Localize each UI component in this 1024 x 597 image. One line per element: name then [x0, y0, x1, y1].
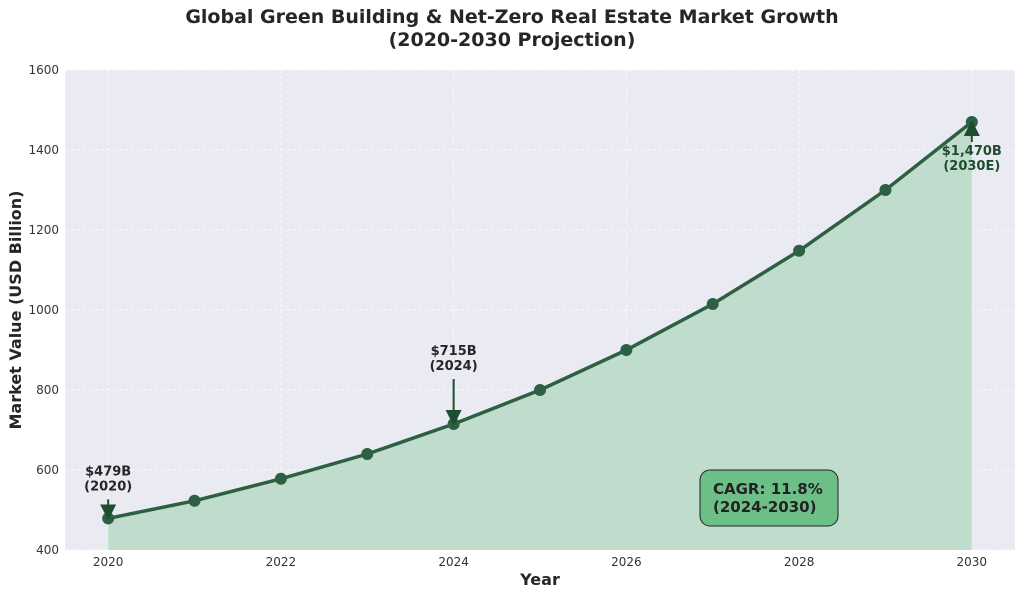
- x-tick-label: 2024: [438, 555, 469, 569]
- chart-title: Global Green Building & Net-Zero Real Es…: [0, 6, 1024, 52]
- y-tick-label: 400: [36, 543, 59, 557]
- annotation-year: (2024): [430, 359, 478, 374]
- data-point: [361, 448, 374, 460]
- data-point: [447, 418, 460, 430]
- data-point: [965, 116, 978, 128]
- y-tick-label: 1400: [28, 143, 59, 157]
- cagr-box: CAGR: 11.8% (2024-2030): [699, 469, 839, 527]
- annotation-value: $1,470B: [942, 144, 1002, 159]
- x-tick-label: 2028: [784, 555, 815, 569]
- x-tick-label: 2030: [957, 555, 988, 569]
- y-tick-label: 1000: [28, 303, 59, 317]
- title-line: Global Green Building & Net-Zero Real Es…: [185, 6, 839, 28]
- x-tick-label: 2020: [93, 555, 124, 569]
- data-point: [534, 384, 546, 396]
- y-tick-label: 1200: [28, 223, 59, 237]
- y-tick-label: 800: [36, 383, 59, 397]
- y-tick-label: 1600: [28, 63, 59, 77]
- data-point: [706, 298, 719, 310]
- data-point: [879, 184, 892, 196]
- area-fill: [108, 122, 972, 550]
- cagr-line2: (2024-2030): [713, 498, 816, 516]
- annotation-value: $715B: [431, 344, 477, 359]
- data-point: [188, 494, 201, 507]
- data-point: [102, 512, 115, 525]
- x-tick-label: 2022: [266, 555, 297, 569]
- annotation-year: (2020): [84, 479, 132, 494]
- subtitle-line: (2020-2030 Projection): [388, 29, 636, 51]
- cagr-line1: CAGR: 11.8%: [713, 480, 823, 498]
- y-axis-label: Market Value (USD Billion): [6, 191, 25, 430]
- x-axis-label: Year: [519, 570, 560, 589]
- annotation-value: $479B: [85, 464, 131, 479]
- annotation-year: (2030E): [943, 159, 1000, 174]
- data-point: [793, 244, 806, 257]
- data-point: [620, 344, 633, 356]
- x-tick-label: 2026: [611, 555, 642, 569]
- y-tick-label: 600: [36, 463, 59, 477]
- data-point: [274, 472, 287, 485]
